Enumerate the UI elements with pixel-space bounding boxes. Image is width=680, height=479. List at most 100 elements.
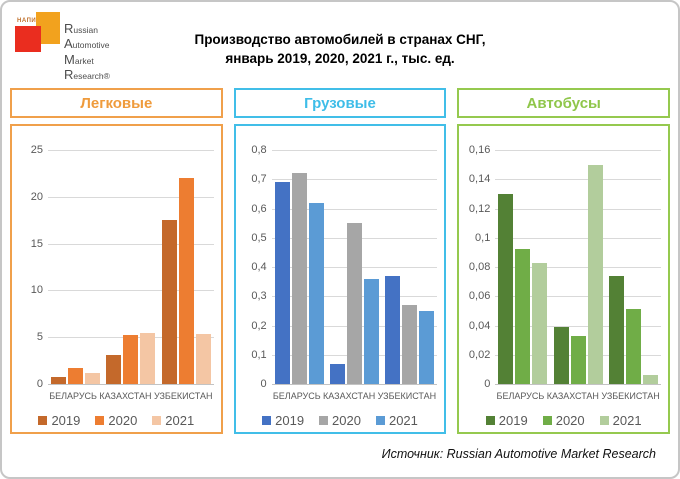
gridline [271,179,438,181]
bar-2020 [68,368,84,384]
gridline [48,243,214,245]
logo-marks: НАПИ [12,10,64,68]
panel-title: Грузовые [304,94,376,112]
bar-groups [48,150,214,384]
x-label: БЕЛАРУСЬ [49,391,97,401]
bar-group [385,276,435,384]
plot-area: 0 0,02 0,04 0,06 0,08 0,1 0,12 0,14 0,16 [459,144,668,390]
bar-2021 [364,279,379,384]
bar-2020 [291,173,307,384]
y-tick-label: 0,12 [468,202,491,215]
bar-groups [272,150,438,384]
legend-swatch [375,415,385,425]
gridline [495,267,662,268]
panels-row: Легковые 0 5 10 15 20 25 БЕЛАРУСЬ КАЗАХСТАН УЗБЕ… [10,88,671,434]
page-title-line2: январь 2019, 2020, 2021 г., тыс. ед. [225,50,455,66]
legend-item-2020: 2020 [95,413,137,428]
bar-2019 [51,377,67,384]
plot-area: 0 5 10 15 20 25 [12,144,221,390]
bar-2019 [553,327,569,384]
y-tick-label: 0,02 [468,348,491,361]
logo-text-line: Russian [64,21,98,36]
legend-swatch [38,415,48,425]
bar-group [106,333,156,384]
legend: 2019 2020 2021 [459,409,668,431]
legend-label: 2020 [555,412,585,428]
y-tick-label: 0,5 [251,231,267,244]
legend-item-2019: 2019 [485,412,528,428]
legend-swatch [262,415,272,425]
plot-area: 0 0,1 0,2 0,3 0,4 0,5 0,6 0,7 0,8 [236,144,445,390]
gridline [495,325,662,327]
x-axis-labels: БЕЛАРУСЬ КАЗАХСТАН УЗБЕКИСТАН [272,384,438,408]
bar-2021 [140,333,156,384]
bar-2021 [308,203,324,384]
legend-label: 2019 [498,412,528,428]
bar-2021 [419,311,435,384]
logo-red-square [15,26,41,52]
y-tick-label: 0,06 [468,290,491,303]
y-tick-label: 0,1 [251,348,267,361]
y-axis: 0 0,1 0,2 0,3 0,4 0,5 0,6 0,7 0,8 [236,144,272,390]
legend-item-2021: 2021 [375,412,418,428]
panel-header-passenger-cars: Легковые [10,88,223,118]
y-tick-label: 20 [30,190,43,203]
y-axis: 0 0,02 0,04 0,06 0,08 0,1 0,12 0,14 0,16 [459,144,495,390]
x-label: УЗБЕКИСТАН [601,391,660,401]
company-logo: НАПИ Russian Automotive Market Research® [12,10,110,82]
bar-2021 [642,375,658,384]
legend-item-2019: 2019 [262,413,304,428]
panel-buses: Автобусы 0 0,02 0,04 0,06 0,08 0,1 0,12 0,14 0,1… [457,88,671,434]
y-tick-label: 0 [484,378,491,390]
gridline [48,384,214,385]
x-label: КАЗАХСТАН [546,391,599,401]
plot [271,150,438,385]
panel-passenger-cars: Легковые 0 5 10 15 20 25 БЕЛАРУСЬ КАЗАХСТАН УЗБЕ… [10,88,223,434]
bar-2019 [274,182,290,384]
x-label: КАЗАХСТАН [323,391,376,401]
legend-label: 2019 [51,412,81,428]
bar-2021 [195,334,211,384]
gridline [48,290,214,292]
page-title-line1: Производство автомобилей в странах СНГ, [194,32,486,47]
x-label: УЗБЕКИСТАН [377,391,437,401]
panel-trucks: Грузовые 0 0,1 0,2 0,3 0,4 0,5 0,6 0,7 0,8 БЕЛАРУ… [233,88,447,434]
y-tick-label: 15 [30,237,43,250]
x-label: КАЗАХСТАН [99,391,152,401]
bar-2019 [106,355,122,384]
y-tick-label: 0,4 [251,261,267,273]
legend-label: 2021 [388,412,418,428]
legend-label: 2020 [108,412,138,428]
bar-2021 [587,165,603,384]
page-title: Производство автомобилей в странах СНГ, … [130,31,550,69]
x-axis-labels: БЕЛАРУСЬ КАЗАХСТАН УЗБЕКИСТАН [495,384,661,408]
x-label: БЕЛАРУСЬ [272,391,321,401]
y-tick-label: 0,8 [251,144,267,156]
bar-2019 [330,364,345,384]
y-tick-label: 5 [36,331,43,344]
bar-2019 [498,194,514,384]
bar-chart-buses: 0 0,02 0,04 0,06 0,08 0,1 0,12 0,14 0,16 БЕЛАРУСЬ… [457,124,671,434]
y-tick-label: 0,6 [251,202,267,215]
bar-group [608,276,658,384]
bar-group [553,165,603,384]
y-tick-label: 0 [36,378,43,390]
plot [495,150,662,385]
gridline [495,237,662,239]
gridline [48,150,214,151]
gridline [495,179,662,181]
gridline [495,296,662,298]
logo-text-line: Automotive [64,36,110,52]
bar-2020 [123,335,139,384]
source-note: Источник: Russian Automotive Market Rese… [381,447,656,461]
bar-group [498,194,548,384]
legend-item-2019: 2019 [38,413,80,428]
logo-text: Russian Automotive Market Research® [64,10,110,82]
bar-chart-trucks: 0 0,1 0,2 0,3 0,4 0,5 0,6 0,7 0,8 БЕЛАРУСЬ КАЗАХСТ… [233,124,447,434]
gridline [271,150,438,151]
y-axis: 0 5 10 15 20 25 [12,144,48,390]
gridline [495,384,662,385]
bar-2020 [178,178,194,384]
gridline [271,384,438,385]
bar-2021 [532,263,548,384]
